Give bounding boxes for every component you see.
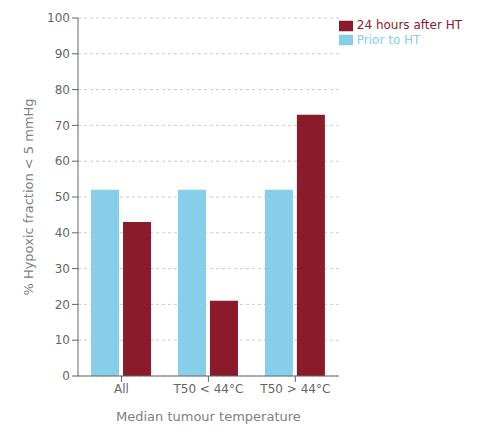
svg-text:T50 < 44°C: T50 < 44°C: [172, 382, 243, 396]
svg-text:Median tumour temperature: Median tumour temperature: [116, 409, 301, 424]
svg-text:T50 > 44°C: T50 > 44°C: [259, 382, 330, 396]
html-text:Prior to HT: Prior to HT: [356, 32, 421, 47]
svg-text:70: 70: [55, 119, 70, 133]
svg-text:90: 90: [55, 47, 70, 61]
svg-text:60: 60: [55, 154, 70, 168]
svg-text:40: 40: [55, 226, 70, 240]
svg-text:50: 50: [55, 190, 70, 204]
svg-text:30: 30: [55, 262, 70, 276]
svg-text:% Hypoxic fraction < 5 mmHg: % Hypoxic fraction < 5 mmHg: [21, 98, 36, 295]
svg-text:0: 0: [62, 369, 70, 383]
html-text:24 hours after HT: 24 hours after HT: [356, 18, 462, 32]
svg-text:100: 100: [47, 11, 70, 25]
svg-text:80: 80: [55, 83, 70, 97]
svg-text:20: 20: [55, 298, 70, 312]
svg-text:10: 10: [55, 333, 70, 347]
svg-text:All: All: [114, 382, 129, 396]
